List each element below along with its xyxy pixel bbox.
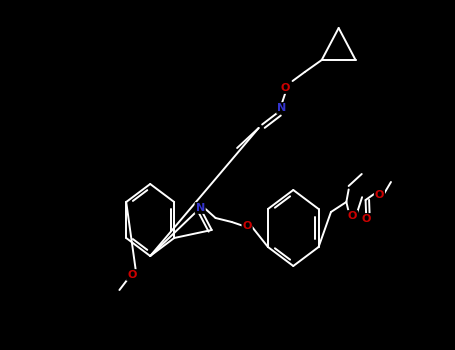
Text: N: N [196,203,205,213]
Text: O: O [362,214,371,224]
Text: O: O [281,83,290,93]
Text: N: N [277,103,286,113]
Text: O: O [375,190,384,200]
Text: O: O [348,211,357,221]
Text: O: O [127,270,136,280]
Text: O: O [243,221,252,231]
